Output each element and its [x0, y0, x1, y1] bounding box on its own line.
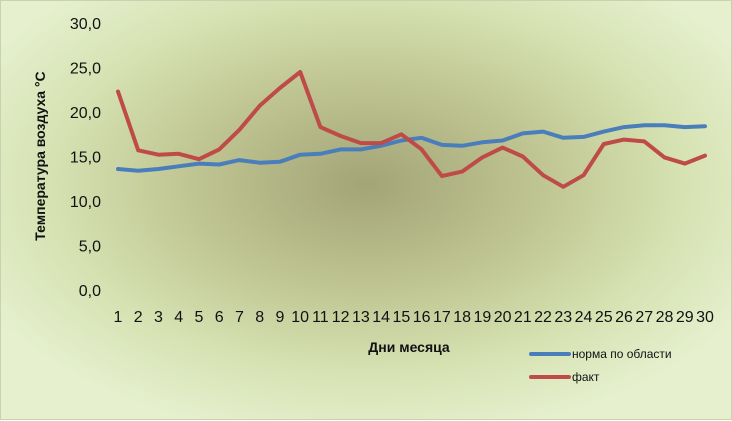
x-tick-label: 26	[615, 309, 633, 326]
x-tick-label: 22	[534, 309, 552, 326]
x-tick-label: 13	[352, 309, 370, 326]
x-tick-label: 4	[174, 309, 183, 326]
legend-label-fact: факт	[572, 370, 600, 384]
x-tick-label: 6	[215, 309, 224, 326]
x-tick-label: 28	[656, 309, 674, 326]
y-tick-label: 20,0	[70, 105, 101, 122]
x-tick-label: 7	[235, 309, 244, 326]
x-tick-label: 18	[453, 309, 471, 326]
series-line-0	[116, 123, 707, 173]
y-tick-label: 0,0	[79, 283, 101, 300]
x-tick-label: 21	[514, 309, 532, 326]
legend-item-normal: норма по области	[529, 347, 672, 361]
x-tick-label: 2	[134, 309, 143, 326]
y-axis-title: Температура воздуха °С	[32, 71, 48, 240]
x-tick-label: 17	[433, 309, 451, 326]
x-tick-label: 27	[635, 309, 653, 326]
x-tick-label: 3	[154, 309, 163, 326]
y-axis-ticks: 0,0 5,0 10,0 15,0 20,0 25,0 30,0	[70, 16, 101, 300]
x-tick-label: 30	[696, 309, 714, 326]
x-tick-label: 19	[473, 309, 491, 326]
x-tick-label: 24	[575, 309, 593, 326]
x-axis-ticks: 1 2 3 4 5 6 7 8 9 10 11 12 13 14 15 16 17 18 19 20 21 22 23 24 2…	[114, 309, 714, 326]
x-tick-label: 25	[595, 309, 613, 326]
x-tick-label: 23	[554, 309, 572, 326]
x-axis-title: Дни месяца	[368, 339, 450, 355]
y-tick-label: 5,0	[79, 239, 101, 256]
y-tick-label: 25,0	[70, 61, 101, 78]
x-tick-label: 16	[413, 309, 431, 326]
legend: норма по области факт	[529, 347, 672, 384]
x-tick-label: 12	[332, 309, 350, 326]
y-tick-label: 10,0	[70, 194, 101, 211]
x-tick-label: 29	[676, 309, 694, 326]
x-tick-label: 9	[275, 309, 284, 326]
series-lines	[116, 70, 707, 189]
x-tick-label: 8	[255, 309, 264, 326]
x-tick-label: 20	[494, 309, 512, 326]
y-tick-label: 15,0	[70, 150, 101, 167]
x-tick-label: 11	[312, 309, 329, 326]
x-tick-label: 10	[291, 309, 309, 326]
x-tick-label: 5	[195, 309, 204, 326]
legend-label-normal: норма по области	[572, 347, 672, 361]
x-tick-label: 15	[392, 309, 410, 326]
series-line-1	[116, 70, 707, 189]
x-tick-label: 14	[372, 309, 390, 326]
x-tick-label: 1	[114, 309, 123, 326]
legend-item-fact: факт	[529, 370, 600, 384]
y-tick-label: 30,0	[70, 16, 101, 33]
